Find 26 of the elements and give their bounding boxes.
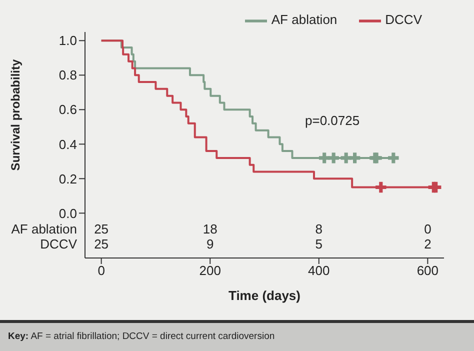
annotation: 0 <box>424 221 432 236</box>
y-tick-label: 0.4 <box>58 136 77 152</box>
x-tick-label: 0 <box>98 263 105 278</box>
y-tick-label: 1.0 <box>58 33 77 48</box>
y-tick-label: 0.6 <box>58 102 77 118</box>
legend-label: DCCV <box>385 12 422 28</box>
legend-label: AF ablation <box>271 12 338 28</box>
x-axis-title: Time (days) <box>228 288 301 303</box>
y-tick-label: 0.2 <box>58 171 77 186</box>
annotation: 2 <box>424 236 432 252</box>
x-tick-label: 600 <box>416 263 439 278</box>
annotation: 18 <box>202 221 218 236</box>
annotation: 9 <box>206 236 214 252</box>
text: AF ablation <box>11 221 77 236</box>
x-tick-label: 200 <box>199 263 221 278</box>
annotation: 8 <box>315 221 323 236</box>
x-tick-label: 400 <box>308 263 330 278</box>
y-tick-label: 0.8 <box>58 68 77 83</box>
y-axis-title: Survival probability <box>8 59 22 171</box>
annotation: 25 <box>94 221 109 236</box>
annotation: p=0.0725 <box>305 113 360 128</box>
annotation: 5 <box>315 236 323 252</box>
y-tick-label: 0.0 <box>58 206 77 221</box>
text: DCCV <box>40 236 78 252</box>
text: Key: AF = atrial fibrillation; DCCV = direct current cardioversion <box>0 320 474 351</box>
annotation: 25 <box>94 236 109 252</box>
